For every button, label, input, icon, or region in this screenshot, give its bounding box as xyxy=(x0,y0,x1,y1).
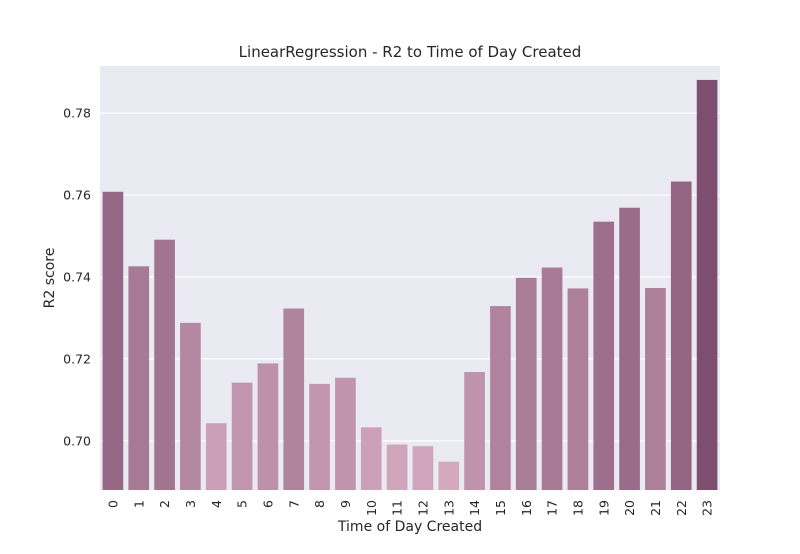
bar-hour-17 xyxy=(541,267,563,490)
x-tick-label: 7 xyxy=(286,500,301,508)
bar-hour-18 xyxy=(567,288,589,490)
y-axis-label: R2 score xyxy=(42,248,58,309)
x-tick-label: 0 xyxy=(105,500,120,508)
bar-hour-0 xyxy=(102,191,124,491)
x-tick-label: 8 xyxy=(312,500,327,508)
bar-hour-11 xyxy=(386,444,408,490)
bar-hour-8 xyxy=(309,383,330,490)
bar-hour-16 xyxy=(515,277,537,490)
bar-hour-19 xyxy=(593,221,615,490)
x-tick-label: 16 xyxy=(519,500,534,516)
x-tick-label: 14 xyxy=(467,500,482,516)
chart-title: LinearRegression - R2 to Time of Day Cre… xyxy=(239,43,582,61)
bar-hour-21 xyxy=(645,288,666,490)
bar-hour-6 xyxy=(257,363,279,490)
bar-hour-5 xyxy=(231,382,253,490)
x-tick-label: 17 xyxy=(545,500,560,516)
y-tick-label: 0.74 xyxy=(63,269,91,284)
x-tick-label: 11 xyxy=(390,500,405,516)
y-tick-labels: 0.70 0.72 0.74 0.76 0.78 xyxy=(63,106,91,449)
x-tick-label: 13 xyxy=(441,500,456,516)
x-tick-label: 15 xyxy=(493,500,508,516)
x-tick-label: 3 xyxy=(183,500,198,508)
bar-hour-22 xyxy=(670,181,692,490)
x-tick-label: 5 xyxy=(235,500,250,508)
x-tick-label: 9 xyxy=(338,500,353,508)
x-tick-label: 21 xyxy=(648,500,663,516)
y-tick-label: 0.78 xyxy=(63,106,91,121)
x-tick-label: 22 xyxy=(674,500,689,516)
grid-lines xyxy=(100,112,720,442)
y-tick-label: 0.72 xyxy=(63,351,91,366)
y-tick-label: 0.70 xyxy=(63,433,91,448)
x-tick-label: 2 xyxy=(157,500,172,508)
bar-hour-1 xyxy=(128,266,150,490)
x-tick-label: 18 xyxy=(570,500,585,516)
x-axis-label: Time of Day Created xyxy=(337,519,482,535)
bar-hour-12 xyxy=(412,446,434,490)
bar-hour-13 xyxy=(438,461,460,490)
x-tick-label: 20 xyxy=(622,500,637,516)
bar-hour-2 xyxy=(154,239,175,490)
bar-hour-10 xyxy=(360,427,382,490)
plot-background xyxy=(100,66,720,490)
x-tick-label: 12 xyxy=(415,500,430,516)
x-tick-label: 6 xyxy=(260,500,275,508)
bar-hour-15 xyxy=(490,306,511,490)
y-tick-label: 0.76 xyxy=(63,188,91,203)
x-tick-label: 1 xyxy=(131,500,146,508)
bar-hour-7 xyxy=(283,308,305,490)
bar-hour-20 xyxy=(619,207,640,491)
x-tick-labels: 0 1 2 3 4 5 6 7 8 9 10 11 12 13 14 15 16 17 18 19 20 21 22 23 xyxy=(105,500,714,516)
x-tick-label: 19 xyxy=(596,500,611,516)
x-tick-label: 4 xyxy=(209,500,224,508)
bar-hour-14 xyxy=(464,372,485,490)
x-tick-label: 10 xyxy=(364,500,379,516)
bars xyxy=(102,79,718,491)
bar-hour-23 xyxy=(696,79,718,491)
x-tick-label: 23 xyxy=(700,500,715,516)
bar-hour-9 xyxy=(335,377,356,490)
bar-hour-3 xyxy=(180,322,201,490)
bar-hour-4 xyxy=(205,423,227,490)
